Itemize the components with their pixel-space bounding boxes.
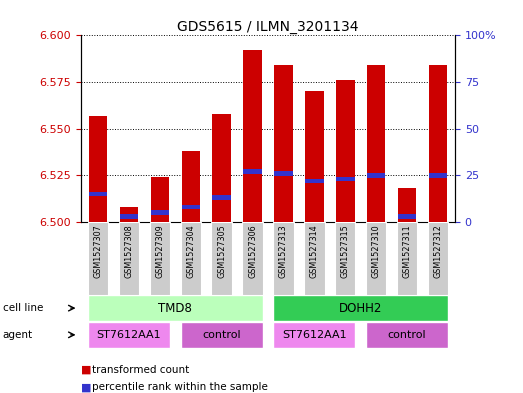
Text: TMD8: TMD8 [158,301,192,315]
Bar [398,189,416,222]
Bar [120,214,138,219]
Bar [366,222,386,295]
Bar [274,65,293,222]
Text: GSM1527309: GSM1527309 [155,224,164,278]
Text: cell line: cell line [3,303,43,313]
Bar [181,205,200,209]
Text: GSM1527305: GSM1527305 [217,224,226,278]
Text: GSM1527307: GSM1527307 [94,224,103,278]
Text: agent: agent [3,330,33,340]
Text: GSM1527315: GSM1527315 [341,224,350,278]
Text: percentile rank within the sample: percentile rank within the sample [92,382,267,393]
Text: GSM1527308: GSM1527308 [124,224,133,278]
Text: GSM1527313: GSM1527313 [279,224,288,278]
Bar [88,295,263,321]
Bar [120,207,138,222]
Bar [242,222,263,295]
Text: GSM1527311: GSM1527311 [403,224,412,278]
Bar [119,222,139,295]
Bar [150,222,170,295]
Bar [429,173,447,178]
Bar [180,222,201,295]
Bar [274,171,293,176]
Text: GSM1527314: GSM1527314 [310,224,319,278]
Text: transformed count: transformed count [92,365,189,375]
Bar [429,65,447,222]
Bar [274,322,356,348]
Bar [88,322,170,348]
Bar [335,222,356,295]
Bar [243,169,262,174]
Bar [398,214,416,219]
Text: GSM1527310: GSM1527310 [372,224,381,278]
Text: GSM1527306: GSM1527306 [248,224,257,278]
Bar [89,116,107,222]
Bar [367,173,385,178]
Bar [336,80,355,222]
Text: control: control [202,330,241,340]
Bar [367,65,385,222]
Bar [336,177,355,182]
Bar [243,50,262,222]
Bar [304,222,325,295]
Bar [181,151,200,222]
Bar [89,192,107,196]
Bar [180,322,263,348]
Bar [212,114,231,222]
Bar [151,177,169,222]
Bar [211,222,232,295]
Bar [88,222,108,295]
Text: ST7612AA1: ST7612AA1 [282,330,347,340]
Text: control: control [388,330,426,340]
Title: GDS5615 / ILMN_3201134: GDS5615 / ILMN_3201134 [177,20,359,34]
Bar [274,295,448,321]
Bar [274,222,294,295]
Text: ■: ■ [81,365,92,375]
Text: DOHH2: DOHH2 [339,301,382,315]
Text: ■: ■ [81,382,92,393]
Bar [212,195,231,200]
Text: GSM1527312: GSM1527312 [434,224,442,278]
Bar [305,91,324,222]
Bar [397,222,417,295]
Text: GSM1527304: GSM1527304 [186,224,195,278]
Bar [366,322,448,348]
Bar [305,179,324,183]
Bar [428,222,448,295]
Bar [151,210,169,215]
Text: ST7612AA1: ST7612AA1 [97,330,161,340]
